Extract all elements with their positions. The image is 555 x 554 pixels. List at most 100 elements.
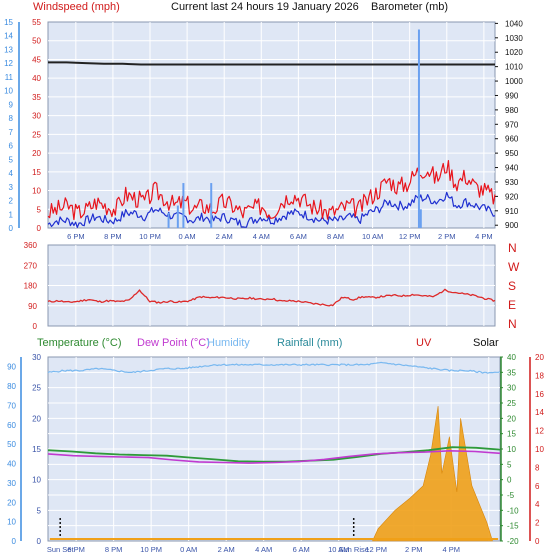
temp-x-tick-label: 6 PM [67, 545, 85, 554]
direction-tick-label: 360 [24, 241, 38, 250]
uv-tick-label: 18 [535, 371, 544, 380]
uv-tick-label: 0 [535, 537, 540, 546]
humidity-tick-label: 60 [7, 421, 16, 430]
wind-panel-background [47, 21, 496, 229]
bf-tick-label: 13 [4, 45, 13, 54]
temp-tick-label: 40 [507, 353, 516, 362]
temperature-line [47, 446, 501, 463]
mph-tick-label: 45 [32, 55, 41, 64]
wind-x-tick-label: 10 AM [362, 232, 383, 241]
humidity-tick-label: 20 [7, 498, 16, 507]
mph-tick-label: 35 [32, 93, 41, 102]
wind-x-tick-label: 6 AM [290, 232, 307, 241]
compass-label: N [508, 317, 517, 331]
bf-tick-label: 4 [9, 169, 14, 178]
rain-tick-label: 5 [37, 506, 42, 515]
direction-tick-label: 270 [24, 261, 38, 270]
solar-label: Solar [473, 337, 499, 349]
mb-tick-label: 900 [505, 221, 519, 230]
wind-direction-line [47, 288, 496, 307]
uv-tick-label: 4 [535, 500, 540, 509]
humidity-tick-label: 80 [7, 382, 16, 391]
temperature-label: Temperature (°C) [37, 337, 121, 349]
temp-tick-label: -10 [507, 506, 519, 515]
bf-tick-label: 6 [9, 142, 14, 151]
wind-average-line [47, 191, 496, 228]
mph-tick-label: 15 [32, 168, 41, 177]
uv-tick-label: 16 [535, 390, 544, 399]
rain-tick-label: 25 [32, 384, 41, 393]
temp-x-tick-label: Sun Set [47, 545, 75, 554]
rain-tick-label: 10 [32, 476, 41, 485]
direction-tick-label: 180 [24, 282, 38, 291]
mph-tick-label: 40 [32, 74, 41, 83]
uv-tick-label: 6 [535, 482, 540, 491]
wind-x-tick-label: 2 PM [438, 232, 456, 241]
temp-x-tick-label: 2 PM [405, 545, 423, 554]
bf-tick-label: 0 [9, 224, 14, 233]
direction-tick-label: 90 [28, 302, 37, 311]
wind-x-tick-label: 0 AM [179, 232, 196, 241]
rain-tick-label: 20 [32, 414, 41, 423]
mph-tick-label: 30 [32, 112, 41, 121]
uv-tick-label: 10 [535, 445, 544, 454]
bf-tick-label: 8 [9, 114, 14, 123]
mph-tick-label: 5 [37, 205, 42, 214]
mph-tick-label: 50 [32, 37, 41, 46]
windspeed-label: Windspeed (mph) [33, 1, 120, 13]
wind-x-tick-label: 4 AM [253, 232, 270, 241]
uv-tick-label: 20 [535, 353, 544, 362]
humidity-tick-label: 40 [7, 460, 16, 469]
temp-tick-label: 0 [507, 476, 512, 485]
mb-tick-label: 930 [505, 178, 519, 187]
mph-tick-label: 20 [32, 149, 41, 158]
temp-x-tick-label: 4 PM [442, 545, 460, 554]
humidity-tick-label: 30 [7, 479, 16, 488]
rain-tick-label: 15 [32, 445, 41, 454]
wind-x-tick-label: 8 PM [104, 232, 122, 241]
bf-tick-label: 10 [4, 87, 13, 96]
wind-x-tick-label: 12 PM [399, 232, 421, 241]
temp-x-tick-label: 10 AM [328, 545, 349, 554]
wind-gust-line [47, 160, 496, 221]
compass-label: S [508, 279, 516, 293]
temp-tick-label: 5 [507, 460, 512, 469]
temp-tick-label: 10 [507, 445, 516, 454]
solar-area [372, 406, 493, 542]
humidity-tick-label: 10 [7, 518, 16, 527]
temp-tick-label: -20 [507, 537, 519, 546]
temp-x-tick-label: 8 PM [105, 545, 123, 554]
bf-tick-label: 9 [9, 100, 14, 109]
uv-tick-label: 12 [535, 427, 544, 436]
temp-tick-label: 20 [507, 414, 516, 423]
humidity-tick-label: 90 [7, 363, 16, 372]
bf-tick-label: 12 [4, 59, 13, 68]
compass-label: E [508, 298, 516, 312]
pressure-line [48, 61, 495, 66]
rainfall-label: Rainfall (mm) [277, 337, 342, 349]
uv-label: UV [416, 337, 432, 349]
bf-tick-label: 15 [4, 18, 13, 27]
humidity-tick-label: 0 [12, 537, 17, 546]
mb-tick-label: 1020 [505, 48, 523, 57]
bf-tick-label: 7 [9, 128, 14, 137]
uv-tick-label: 8 [535, 463, 540, 472]
mb-tick-label: 1000 [505, 77, 523, 86]
mph-tick-label: 10 [32, 187, 41, 196]
mb-tick-label: 990 [505, 91, 519, 100]
compass-label: N [508, 241, 517, 255]
mb-tick-label: 1030 [505, 34, 523, 43]
temp-tick-label: 25 [507, 399, 516, 408]
humidity-label: Humidity [207, 337, 250, 349]
mb-tick-label: 910 [505, 207, 519, 216]
bf-tick-label: 3 [9, 183, 14, 192]
bf-tick-label: 11 [5, 73, 14, 82]
wind-x-tick-label: 6 PM [67, 232, 85, 241]
plot-area: 0510152025303540455055012345678910111213… [4, 18, 544, 554]
mb-tick-label: 960 [505, 135, 519, 144]
dewpoint-line [47, 449, 501, 464]
mb-tick-label: 940 [505, 164, 519, 173]
mph-tick-label: 25 [32, 130, 41, 139]
mb-tick-label: 980 [505, 106, 519, 115]
temp-x-tick-label: 4 AM [255, 545, 272, 554]
